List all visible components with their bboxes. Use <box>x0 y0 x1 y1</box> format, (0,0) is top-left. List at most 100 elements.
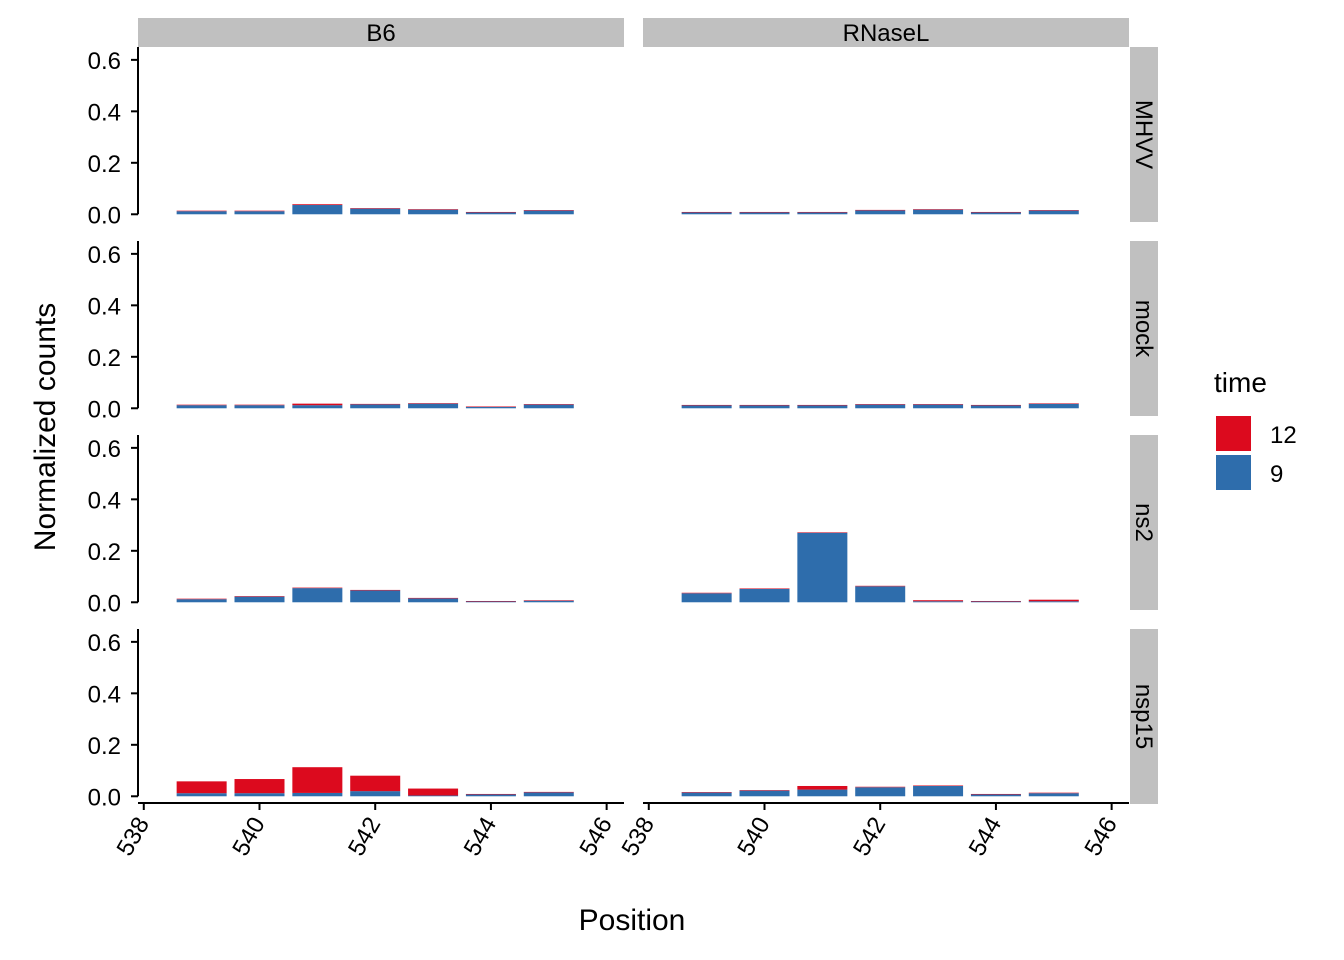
y-tick-label-mock-0.2: 0.2 <box>88 345 121 372</box>
bar-b6-ns2-542-t9 <box>350 590 401 603</box>
bar-b6-mhvv-541-t9 <box>292 205 343 215</box>
bar-rnasel-mhvv-542-t12 <box>855 209 906 211</box>
bar-rnasel-mhvv-540-t9 <box>739 212 790 215</box>
bar-rnasel-nsp15-544-t9 <box>970 794 1021 797</box>
bar-b6-mhvv-544-t12 <box>465 211 516 213</box>
bar-b6-ns2-544-t12 <box>465 600 516 602</box>
bar-rnasel-mhvv-543-t12 <box>913 209 964 210</box>
bar-b6-mhvv-541-t12 <box>292 204 343 206</box>
bar-b6-mock-543-t12 <box>408 403 459 404</box>
y-tick-label-nsp15-0.2: 0.2 <box>88 733 121 760</box>
x-tick-label-b6-544: 544 <box>459 813 502 861</box>
y-tick-label-nsp15-0.4: 0.4 <box>88 681 121 708</box>
bar-b6-nsp15-543-t9 <box>408 795 459 797</box>
x-tick-label-b6-542: 542 <box>343 813 386 861</box>
y-tick-label-nsp15-0.6: 0.6 <box>88 630 121 657</box>
bar-b6-mock-539-t12 <box>176 404 227 406</box>
y-tick-label-ns2-0.2: 0.2 <box>88 539 121 566</box>
bar-rnasel-ns2-543-t9 <box>913 601 964 603</box>
bar-b6-ns2-543-t12 <box>408 597 459 599</box>
bar-b6-ns2-545-t12 <box>523 600 574 601</box>
bar-b6-ns2-539-t12 <box>176 598 227 600</box>
bar-rnasel-mhvv-545-t9 <box>1028 210 1079 215</box>
panel-b6-mock <box>176 403 574 409</box>
bar-rnasel-ns2-539-t12 <box>681 592 732 594</box>
bar-rnasel-mhvv-540-t12 <box>739 211 790 213</box>
bar-b6-ns2-540-t12 <box>234 596 285 597</box>
bar-rnasel-mhvv-543-t9 <box>913 209 964 215</box>
y-tick-label-mhvv-0.6: 0.6 <box>88 48 121 75</box>
legend-key-12 <box>1216 416 1251 451</box>
x-tick-label-rnasel-538: 538 <box>617 813 660 861</box>
panel-b6-nsp15 <box>176 767 574 797</box>
bar-rnasel-mock-544-t12 <box>970 404 1021 406</box>
bar-rnasel-mhvv-545-t12 <box>1028 210 1079 211</box>
bar-rnasel-ns2-541-t9 <box>797 532 848 603</box>
bar-b6-mhvv-540-t9 <box>234 211 285 215</box>
bar-b6-mhvv-542-t12 <box>350 208 401 209</box>
bar-rnasel-ns2-544-t12 <box>970 600 1021 602</box>
bar-b6-ns2-545-t9 <box>523 600 574 603</box>
bar-rnasel-mock-545-t12 <box>1028 403 1079 404</box>
bar-rnasel-ns2-545-t9 <box>1028 601 1079 603</box>
bar-b6-nsp15-545-t9 <box>523 792 574 797</box>
panels-layer <box>176 204 1079 797</box>
legend-label-9: 9 <box>1270 461 1283 488</box>
y-tick-label-nsp15-0.0: 0.0 <box>88 784 121 811</box>
strips-layer: B6 RNaseL MHVV mock ns2 nsp15 <box>138 18 1158 804</box>
bar-b6-nsp15-543-t12 <box>408 788 459 796</box>
bar-rnasel-ns2-542-t12 <box>855 585 906 587</box>
bar-b6-mock-542-t9 <box>350 404 401 409</box>
bar-b6-nsp15-542-t12 <box>350 775 401 792</box>
legend-title: time <box>1214 367 1267 398</box>
x-tick-label-rnasel-540: 540 <box>732 813 775 861</box>
axes-layer: 0.0 0.2 0.4 0.6 0.0 0.2 0.4 0.6 0.0 0.2 0.4 0.6 0.0 0… <box>88 47 1129 861</box>
bar-b6-mhvv-540-t12 <box>234 210 285 212</box>
legend-key-9 <box>1216 455 1251 490</box>
bar-rnasel-nsp15-540-t9 <box>739 790 790 797</box>
bar-b6-mock-542-t12 <box>350 403 401 405</box>
bar-b6-mock-544-t12 <box>465 406 516 407</box>
bar-b6-mock-540-t12 <box>234 404 285 406</box>
bar-rnasel-mock-540-t12 <box>739 404 790 406</box>
bar-b6-nsp15-544-t9 <box>465 794 516 797</box>
legend-label-12: 12 <box>1270 422 1297 449</box>
bar-b6-nsp15-542-t9 <box>350 791 401 797</box>
bar-b6-mhvv-543-t9 <box>408 209 459 215</box>
bar-b6-ns2-543-t9 <box>408 598 459 603</box>
y-tick-label-mhvv-0.2: 0.2 <box>88 151 121 178</box>
bar-b6-nsp15-541-t9 <box>292 792 343 797</box>
panel-b6-ns2 <box>176 587 574 603</box>
bar-rnasel-mhvv-542-t9 <box>855 210 906 215</box>
bar-rnasel-nsp15-545-t9 <box>1028 793 1079 797</box>
y-tick-label-mhvv-0.0: 0.0 <box>88 202 121 229</box>
bar-rnasel-nsp15-540-t12 <box>739 790 790 791</box>
bar-rnasel-mock-543-t12 <box>913 404 964 405</box>
facet-strip-ns2 <box>1130 435 1158 610</box>
y-tick-label-mock-0.4: 0.4 <box>88 293 121 320</box>
bar-rnasel-mock-541-t12 <box>797 404 848 406</box>
bar-rnasel-mock-539-t9 <box>681 405 732 409</box>
bar-rnasel-mhvv-544-t9 <box>970 212 1021 215</box>
bar-rnasel-nsp15-545-t12 <box>1028 792 1079 794</box>
bar-rnasel-mhvv-544-t12 <box>970 211 1021 213</box>
bar-b6-mock-545-t12 <box>523 404 574 405</box>
bar-b6-mock-540-t9 <box>234 405 285 409</box>
bar-rnasel-ns2-539-t9 <box>681 593 732 603</box>
y-tick-label-mhvv-0.4: 0.4 <box>88 99 121 126</box>
y-axis-title: Normalized counts <box>29 303 62 551</box>
bar-rnasel-nsp15-541-t12 <box>797 785 848 790</box>
x-tick-label-rnasel-542: 542 <box>848 813 891 861</box>
bar-rnasel-nsp15-543-t9 <box>913 785 964 797</box>
bar-rnasel-nsp15-544-t12 <box>970 793 1021 795</box>
bar-b6-ns2-540-t9 <box>234 596 285 603</box>
bar-rnasel-mock-542-t9 <box>855 404 906 409</box>
panel-b6-mhvv <box>176 204 574 215</box>
bar-b6-nsp15-540-t9 <box>234 793 285 797</box>
bar-b6-nsp15-541-t12 <box>292 767 343 793</box>
bar-rnasel-ns2-541-t12 <box>797 532 848 533</box>
bar-rnasel-mock-539-t12 <box>681 404 732 406</box>
y-tick-label-ns2-0.6: 0.6 <box>88 436 121 463</box>
bar-rnasel-mock-543-t9 <box>913 404 964 409</box>
bar-rnasel-ns2-540-t12 <box>739 588 790 589</box>
